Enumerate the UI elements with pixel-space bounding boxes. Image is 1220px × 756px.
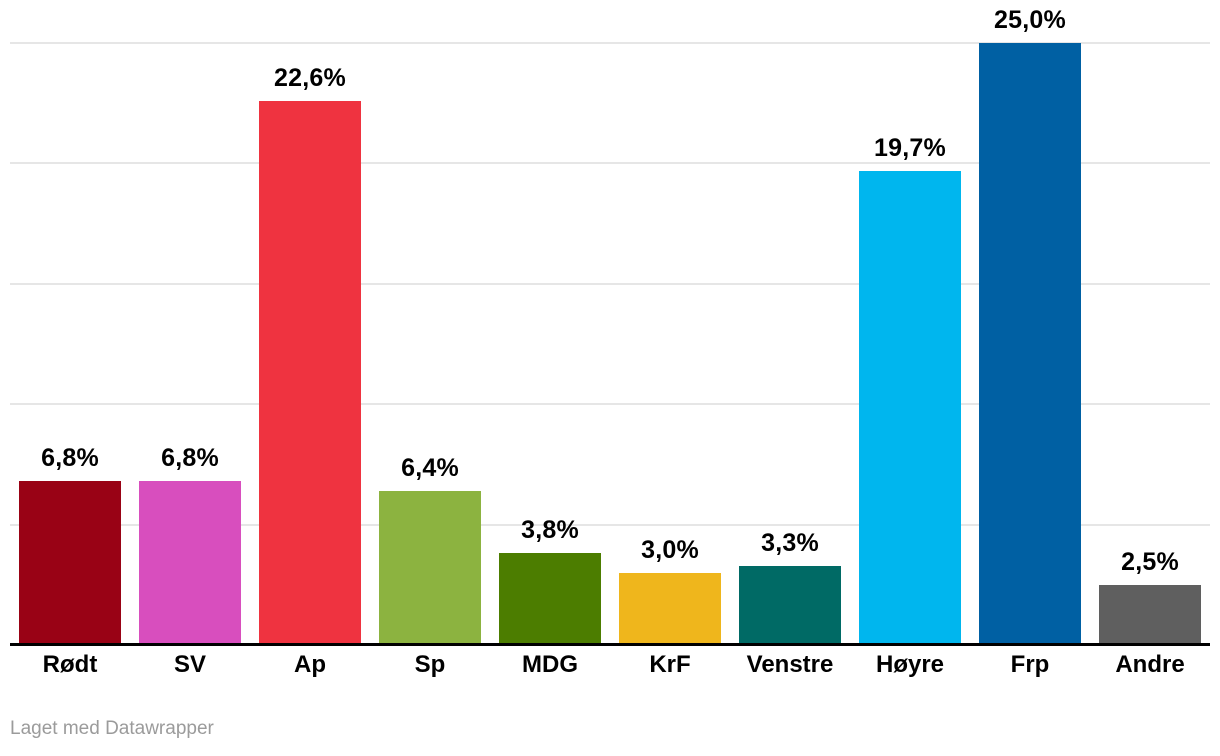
x-axis-label-mdg: MDG — [522, 651, 578, 678]
gridline-5-percent — [10, 523, 1210, 526]
gridline-20-percent — [10, 162, 1210, 165]
x-axis-label-ap: Ap — [294, 651, 326, 678]
x-axis-label-sp: Sp — [414, 651, 446, 678]
x-axis-label-frp: Frp — [1010, 651, 1050, 678]
x-axis-label-krf: KrF — [649, 651, 691, 678]
bar-sp — [379, 490, 481, 645]
value-label-andre: 2,5% — [1121, 547, 1179, 576]
bar-frp — [979, 43, 1081, 645]
bar-venstre — [739, 565, 841, 645]
value-label-høyre: 19,7% — [874, 133, 946, 162]
gridline-25-percent — [10, 42, 1210, 44]
value-label-krf: 3,0% — [641, 535, 699, 564]
x-axis-label-sv: SV — [173, 651, 206, 678]
value-label-rødt: 6,8% — [41, 444, 99, 473]
bar-rødt — [19, 481, 121, 645]
bar-høyre — [859, 170, 961, 645]
x-axis-label-høyre: Høyre — [875, 651, 945, 678]
bar-andre — [1099, 584, 1201, 645]
attribution-link[interactable]: Laget med Datawrapper — [10, 718, 214, 739]
x-axis-line — [10, 643, 1210, 646]
x-axis-label-rødt: Rødt — [42, 651, 98, 678]
value-label-frp: 25,0% — [994, 6, 1066, 34]
bar-sv — [139, 481, 241, 645]
x-axis-label-andre: Andre — [1115, 651, 1185, 678]
bar-mdg — [499, 553, 601, 645]
value-label-ap: 22,6% — [274, 63, 346, 92]
value-label-sv: 6,8% — [161, 444, 219, 473]
value-label-venstre: 3,3% — [761, 528, 819, 557]
x-axis-label-venstre: Venstre — [746, 651, 834, 678]
bar-krf — [619, 572, 721, 645]
gridline-15-percent — [10, 282, 1210, 285]
bar-ap — [259, 100, 361, 645]
value-label-sp: 6,4% — [401, 453, 459, 482]
value-label-mdg: 3,8% — [521, 516, 579, 545]
gridline-10-percent — [10, 403, 1210, 406]
